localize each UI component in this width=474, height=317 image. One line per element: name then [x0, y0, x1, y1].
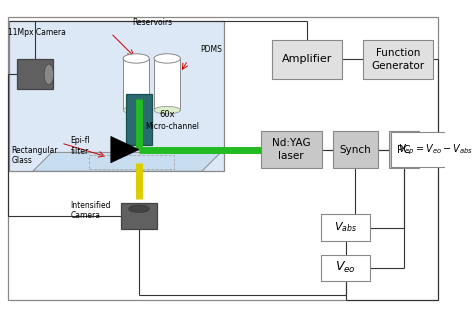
Polygon shape [33, 152, 221, 171]
Text: Epi-fl
filter: Epi-fl filter [71, 136, 90, 156]
Ellipse shape [154, 107, 180, 114]
Text: Micro-channel: Micro-channel [146, 122, 200, 131]
Ellipse shape [123, 54, 149, 63]
Text: Function
Generator: Function Generator [372, 48, 425, 71]
Text: $V_{ep} = V_{eo} - V_{abs}$: $V_{ep} = V_{eo} - V_{abs}$ [398, 142, 474, 157]
Text: Rectangular
Glass: Rectangular Glass [11, 146, 58, 165]
FancyBboxPatch shape [272, 40, 342, 79]
FancyBboxPatch shape [123, 58, 149, 110]
FancyBboxPatch shape [17, 59, 53, 89]
Polygon shape [111, 136, 139, 163]
FancyBboxPatch shape [121, 203, 157, 230]
FancyBboxPatch shape [389, 131, 419, 168]
Text: PC: PC [397, 145, 410, 155]
Text: Nd:YAG
laser: Nd:YAG laser [272, 139, 310, 161]
FancyBboxPatch shape [363, 40, 434, 79]
Text: 60x: 60x [160, 110, 175, 119]
Text: 11Mpx Camera: 11Mpx Camera [8, 29, 65, 37]
FancyBboxPatch shape [261, 131, 322, 168]
Text: Amplifier: Amplifier [282, 55, 332, 64]
Text: PDMS: PDMS [200, 45, 222, 54]
FancyBboxPatch shape [9, 21, 224, 171]
FancyBboxPatch shape [332, 131, 378, 168]
Text: $V_{abs}$: $V_{abs}$ [334, 221, 357, 235]
Ellipse shape [123, 107, 149, 114]
FancyBboxPatch shape [391, 132, 474, 167]
Text: Synch: Synch [339, 145, 371, 155]
Text: Reservoirs: Reservoirs [132, 18, 172, 27]
Text: Intensified
Camera: Intensified Camera [71, 201, 111, 220]
FancyBboxPatch shape [154, 58, 180, 110]
FancyBboxPatch shape [321, 255, 370, 281]
Ellipse shape [128, 205, 149, 212]
FancyBboxPatch shape [126, 94, 152, 146]
FancyBboxPatch shape [321, 214, 370, 241]
Ellipse shape [154, 54, 180, 63]
Text: $V_{eo}$: $V_{eo}$ [335, 260, 356, 275]
Ellipse shape [44, 64, 54, 85]
